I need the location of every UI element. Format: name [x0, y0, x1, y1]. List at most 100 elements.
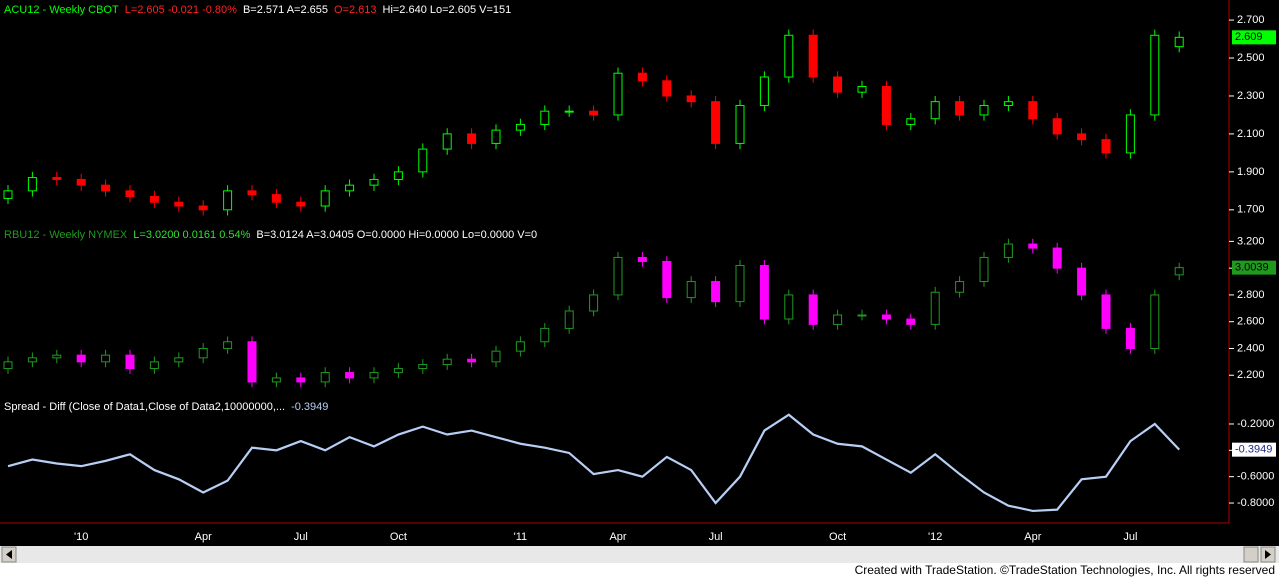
spread-line — [7, 413, 1180, 513]
header-item: B=3.0124 A=3.0405 O=0.0000 Hi=0.0000 Lo=… — [256, 229, 537, 241]
candle-body — [735, 264, 745, 303]
y-tick-label: 2.600 — [1237, 316, 1265, 328]
candle-body — [955, 101, 965, 116]
candle-body — [955, 281, 965, 293]
candle-body — [271, 377, 281, 383]
footer-bar — [0, 563, 1279, 578]
panel-header: Spread - Diff (Close of Data1,Close of D… — [4, 401, 328, 413]
x-tick-label: Oct — [829, 531, 846, 543]
panel-header: ACU12 - Weekly CBOT L=2.605 -0.021 -0.80%… — [4, 4, 511, 16]
candle-body — [1125, 114, 1135, 154]
y-tick-label: 2.100 — [1237, 128, 1265, 140]
candle-body — [589, 110, 599, 116]
candle-body — [1052, 118, 1062, 135]
candle-body — [906, 318, 916, 325]
candle-body — [174, 201, 184, 207]
candle-body — [345, 372, 355, 379]
candle-body — [345, 184, 355, 192]
x-tick-label: Apr — [609, 531, 626, 543]
candle-body — [637, 72, 647, 82]
candle-body — [52, 177, 62, 180]
scroll-thumb[interactable] — [1243, 546, 1259, 563]
candle-body — [393, 171, 403, 180]
candle-body — [613, 72, 623, 116]
candle-body — [1003, 243, 1013, 258]
x-tick-label: Jul — [294, 531, 308, 543]
last-value-label: 2.609 — [1235, 31, 1263, 43]
y-tick-label: 2.800 — [1237, 289, 1265, 301]
y-tick-label: -0.6000 — [1237, 471, 1274, 483]
candle-body — [52, 354, 62, 359]
x-tick-label: '10 — [74, 531, 88, 543]
candle-body — [198, 347, 208, 359]
y-tick-label: 1.700 — [1237, 204, 1265, 216]
candle-body — [711, 101, 721, 144]
header-item: L=2.605 -0.021 -0.80% — [125, 4, 237, 16]
y-tick-label: 1.900 — [1237, 166, 1265, 178]
candle-body — [540, 110, 550, 125]
candle-body — [1101, 294, 1111, 329]
candle-body — [369, 178, 379, 186]
candle-body — [1174, 267, 1184, 276]
candle-body — [101, 354, 111, 363]
candle-body — [662, 260, 672, 299]
panel-header: RBU12 - Weekly NYMEX L=3.0200 0.0161 0.54… — [4, 229, 537, 241]
candle-body — [589, 294, 599, 312]
candle-body — [979, 104, 989, 116]
candle-body — [759, 76, 769, 106]
candle-body — [1052, 247, 1062, 269]
y-tick-label: 2.700 — [1237, 14, 1265, 26]
scrollbar[interactable] — [0, 546, 1279, 563]
candle-body — [759, 264, 769, 320]
candle-body — [198, 205, 208, 211]
candle-body — [930, 101, 940, 120]
candle-body — [149, 361, 159, 370]
x-tick-label: Apr — [195, 531, 212, 543]
candle-body — [247, 341, 257, 383]
candle-body — [27, 357, 37, 363]
candle-body — [540, 327, 550, 343]
x-tick-label: Jul — [709, 531, 723, 543]
y-tick-label: 2.200 — [1237, 369, 1265, 381]
candle-body — [515, 123, 525, 131]
y-tick-label: 2.500 — [1237, 52, 1265, 64]
y-tick-label: 2.300 — [1237, 90, 1265, 102]
y-tick-label: -0.8000 — [1237, 497, 1274, 509]
candle-body — [296, 377, 306, 383]
header-item: ACU12 - Weekly CBOT — [4, 4, 119, 16]
candle-body — [442, 133, 452, 150]
candle-body — [491, 129, 501, 144]
arrow-icon — [1265, 550, 1271, 559]
candle-body — [808, 34, 818, 78]
candle-body — [1150, 34, 1160, 116]
candle-body — [1101, 139, 1111, 154]
candle-body — [979, 256, 989, 283]
candle-body — [711, 281, 721, 303]
candle-body — [247, 190, 257, 196]
candle-body — [320, 190, 330, 207]
candle-body — [662, 80, 672, 97]
last-value-label: 3.0039 — [1235, 262, 1269, 274]
candle-body — [808, 294, 818, 325]
x-tick-label: '12 — [928, 531, 942, 543]
arrow-icon — [6, 550, 12, 559]
candle-body — [27, 177, 37, 192]
candle-body — [784, 294, 794, 320]
candle-body — [467, 133, 477, 144]
header-item: RBU12 - Weekly NYMEX — [4, 229, 128, 241]
candle-body — [857, 85, 867, 93]
candle-body — [1125, 327, 1135, 349]
candle-body — [418, 148, 428, 173]
candle-body — [418, 364, 428, 370]
last-value-label: -0.3949 — [1235, 444, 1272, 456]
header-item: Spread - Diff (Close of Data1,Close of D… — [4, 401, 285, 413]
candle-body — [515, 341, 525, 352]
last-value-flag — [1232, 442, 1276, 457]
candle-body — [564, 310, 574, 329]
candle-body — [686, 281, 696, 299]
x-tick-label: '11 — [514, 531, 528, 543]
candle-body — [1028, 243, 1038, 249]
header-item: Hi=2.640 Lo=2.605 V=151 — [383, 4, 512, 16]
candle-body — [833, 76, 843, 93]
